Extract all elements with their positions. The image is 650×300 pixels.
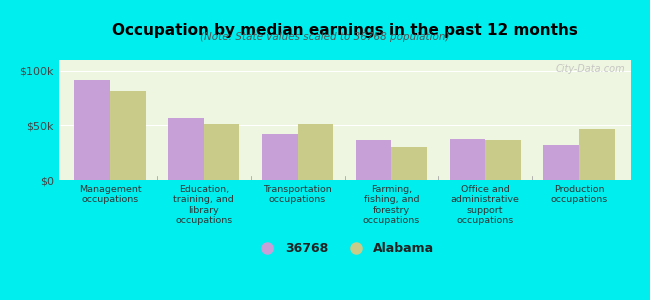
Bar	[110, 91, 146, 180]
Bar	[579, 129, 614, 180]
Bar	[543, 145, 579, 180]
Legend: 36768, Alabama: 36768, Alabama	[250, 237, 439, 260]
Bar	[450, 139, 485, 180]
Bar	[204, 124, 239, 180]
Bar	[168, 118, 204, 180]
Bar	[485, 140, 521, 180]
Title: Occupation by median earnings in the past 12 months: Occupation by median earnings in the pas…	[112, 23, 577, 38]
Text: (Note: State values scaled to 36768 population): (Note: State values scaled to 36768 popu…	[200, 32, 450, 41]
Bar	[262, 134, 298, 180]
Bar	[75, 80, 110, 180]
Text: City-Data.com: City-Data.com	[555, 64, 625, 74]
Bar	[391, 147, 427, 180]
Bar	[356, 140, 391, 180]
Bar	[298, 124, 333, 180]
